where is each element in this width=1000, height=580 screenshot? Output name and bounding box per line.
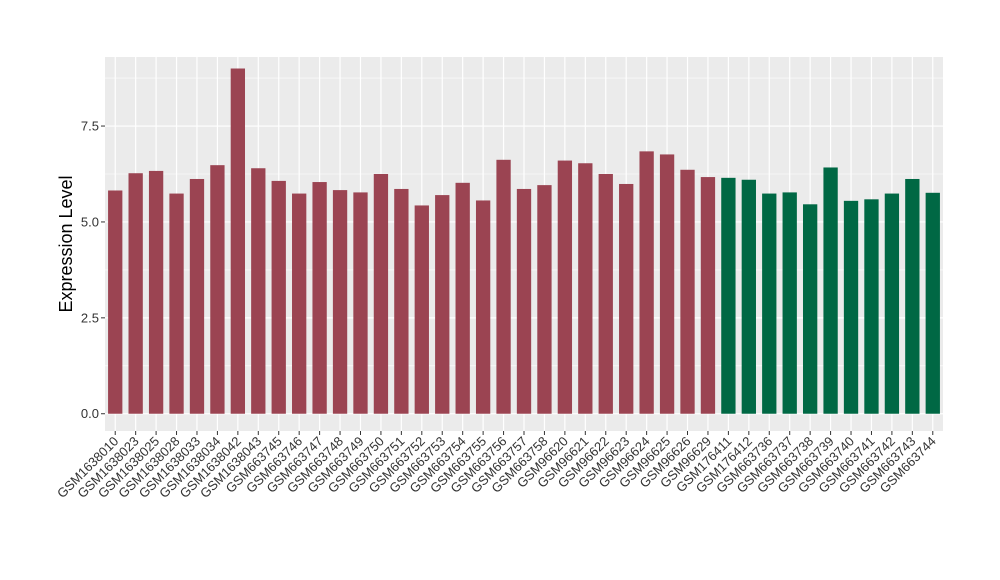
bar-GSM1638025	[148, 170, 164, 414]
y-axis: 0.0 2.5 5.0 7.5	[81, 119, 105, 421]
bar-GSM1638023	[128, 173, 143, 414]
bar-GSM96621	[578, 163, 593, 414]
bar-GSM663747	[312, 182, 327, 414]
bar-GSM1638033	[189, 178, 205, 414]
bar-GSM663752	[414, 205, 429, 414]
bar-GSM96625	[659, 154, 675, 414]
bars	[108, 68, 940, 414]
bar-GSM663753	[435, 195, 450, 414]
bar-GSM96624	[639, 151, 654, 414]
bar-GSM663740	[843, 200, 859, 414]
bar-GSM663750	[373, 173, 389, 414]
bar-GSM663745	[271, 180, 286, 414]
bar-GSM663756	[496, 159, 511, 414]
bar-GSM663738	[802, 204, 818, 414]
bar-GSM96622	[598, 173, 613, 414]
bar-GSM663748	[332, 190, 348, 414]
y-tick-label: 0.0	[81, 406, 99, 421]
bar-GSM663736	[762, 193, 777, 414]
bar-GSM663755	[475, 200, 491, 414]
bar-GSM1638043	[251, 168, 266, 414]
bar-GSM663751	[394, 188, 409, 414]
bar-GSM663757	[516, 188, 532, 414]
bar-GSM1638028	[169, 193, 184, 414]
y-tick-label: 5.0	[81, 214, 99, 229]
bar-GSM96623	[619, 183, 634, 414]
bar-GSM176411	[721, 177, 736, 414]
y-tick-label: 2.5	[81, 310, 99, 325]
bar-GSM663758	[537, 185, 552, 414]
bar-GSM96626	[680, 169, 695, 414]
y-tick-label: 7.5	[81, 119, 99, 134]
bar-GSM663739	[823, 167, 838, 414]
bar-GSM663737	[782, 192, 797, 414]
bar-GSM663742	[884, 193, 900, 414]
bar-GSM663749	[353, 192, 368, 414]
bar-GSM1638010	[108, 190, 123, 414]
bar-GSM1638042	[230, 68, 246, 414]
bar-GSM663741	[864, 199, 879, 414]
bar-GSM663754	[455, 182, 470, 414]
x-axis: GSM1638010GSM1638023GSM1638025GSM1638028…	[54, 431, 939, 501]
bar-GSM663744	[925, 192, 940, 414]
bar-GSM663743	[905, 178, 920, 414]
y-axis-title: Expression Level	[56, 175, 76, 312]
bar-GSM96620	[557, 160, 573, 414]
bar-GSM663746	[292, 193, 307, 414]
bar-GSM1638034	[210, 165, 225, 414]
bar-GSM176412	[741, 179, 756, 414]
bar-GSM96629	[700, 177, 716, 414]
